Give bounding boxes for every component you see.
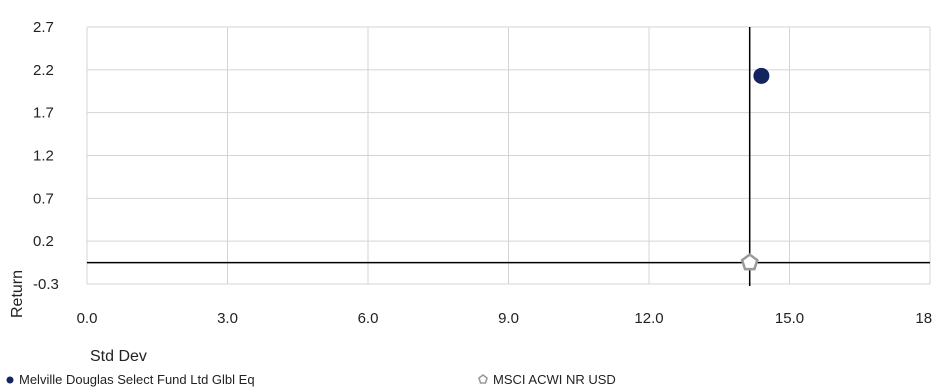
point-benchmark bbox=[740, 253, 759, 271]
y-tick-label: 0.2 bbox=[33, 233, 54, 250]
grid-lines bbox=[86, 26, 931, 285]
reference-lines bbox=[87, 27, 930, 286]
y-tick-label: 2.2 bbox=[33, 62, 54, 79]
legend-label-fund: Melville Douglas Select Fund Ltd Glbl Eq bbox=[19, 372, 255, 387]
y-axis-title: Return bbox=[9, 270, 26, 318]
legend-circle-icon bbox=[6, 372, 14, 387]
x-tick-label: 9.0 bbox=[498, 310, 519, 327]
x-tick-label: 18.0 bbox=[915, 310, 932, 327]
y-tick-label: -0.3 bbox=[33, 276, 59, 293]
x-tick-label: 3.0 bbox=[217, 310, 238, 327]
legend-pentagon-icon bbox=[478, 372, 488, 387]
x-axis-title: Std Dev bbox=[90, 348, 147, 365]
y-tick-label: 1.7 bbox=[33, 105, 54, 122]
legend-item-fund: Melville Douglas Select Fund Ltd Glbl Eq bbox=[6, 372, 255, 387]
x-tick-label: 6.0 bbox=[358, 310, 379, 327]
legend-label-benchmark: MSCI ACWI NR USD bbox=[493, 372, 616, 387]
y-tick-label: 0.7 bbox=[33, 190, 54, 207]
y-tick-labels: 2.7 2.2 1.7 1.2 0.7 0.2 -0.3 bbox=[33, 19, 59, 293]
x-tick-label: 0.0 bbox=[77, 310, 98, 327]
y-tick-label: 1.2 bbox=[33, 148, 54, 165]
legend-item-benchmark: MSCI ACWI NR USD bbox=[478, 372, 616, 387]
x-tick-labels: 0.0 3.0 6.0 9.0 12.0 15.0 18.0 bbox=[77, 310, 932, 327]
data-points bbox=[740, 67, 770, 271]
x-tick-label: 12.0 bbox=[634, 310, 663, 327]
point-fund bbox=[753, 67, 770, 84]
y-tick-label: 2.7 bbox=[33, 19, 54, 36]
x-tick-label: 15.0 bbox=[775, 310, 804, 327]
